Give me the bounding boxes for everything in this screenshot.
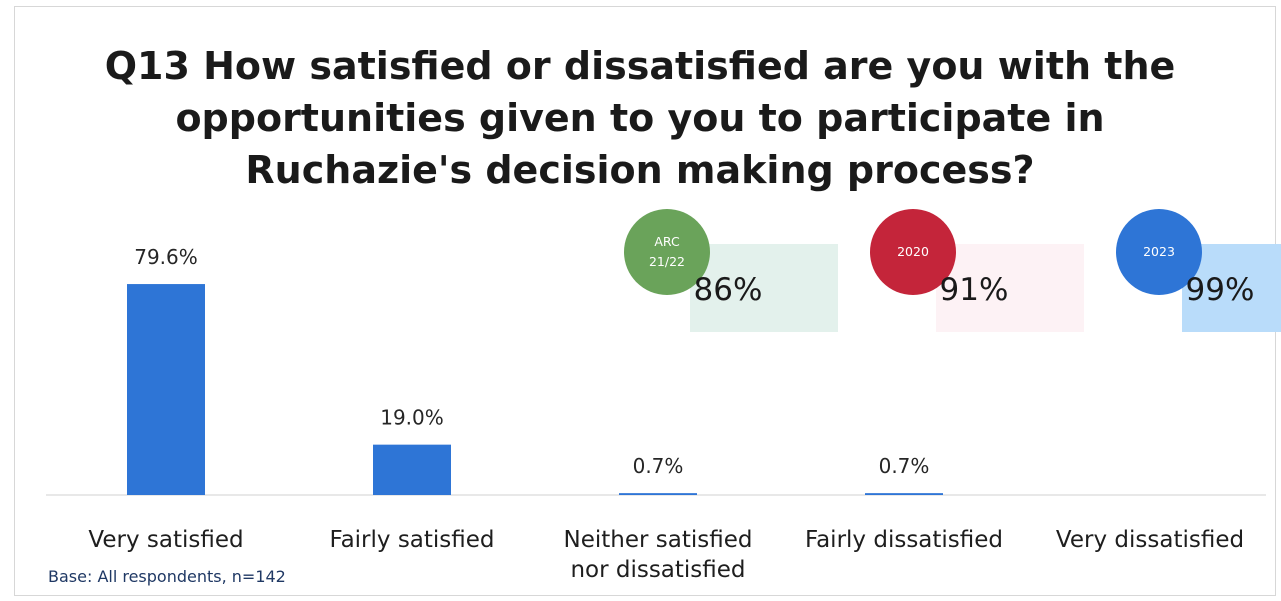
- comparison-badge-label: 2020: [897, 244, 929, 259]
- data-label: 0.7%: [633, 454, 684, 478]
- bar: [619, 493, 697, 495]
- comparison-value: 86%: [694, 272, 763, 308]
- comparison-badge: [1116, 209, 1202, 295]
- chart-title: Q13 How satisfied or dissatisfied are yo…: [60, 40, 1220, 196]
- comparison-badge: [624, 209, 710, 295]
- chart-title-line-3: Ruchazie's decision making process?: [245, 148, 1035, 192]
- bar: [373, 444, 451, 495]
- category-label: Very dissatisfied: [1056, 527, 1244, 553]
- comparison-badge-label: 2023: [1143, 244, 1175, 259]
- category-label: Fairly satisfied: [329, 527, 494, 553]
- bar: [865, 493, 943, 495]
- comparison-box: [690, 244, 838, 332]
- data-label: 19.0%: [380, 406, 444, 430]
- category-label: nor dissatisfied: [570, 557, 745, 583]
- comparison-box: [936, 244, 1084, 332]
- bar: [127, 284, 205, 495]
- comparison-value: 91%: [940, 272, 1009, 308]
- category-label: Fairly dissatisfied: [805, 527, 1003, 553]
- base-note: Base: All respondents, n=142: [48, 567, 286, 586]
- category-label: Neither satisfied: [564, 527, 753, 553]
- category-label: Very satisfied: [88, 527, 243, 553]
- data-label: 0.7%: [879, 454, 930, 478]
- comparison-badge: [870, 209, 956, 295]
- chart-title-line-2: opportunities given to you to participat…: [175, 96, 1105, 140]
- chart-title-line-1: Q13 How satisfied or dissatisfied are yo…: [104, 44, 1176, 88]
- data-label: 79.6%: [134, 245, 198, 269]
- comparison-badge-label: 21/22: [649, 254, 685, 269]
- comparison-badge-label: ARC: [654, 234, 680, 249]
- comparison-value: 99%: [1186, 272, 1255, 308]
